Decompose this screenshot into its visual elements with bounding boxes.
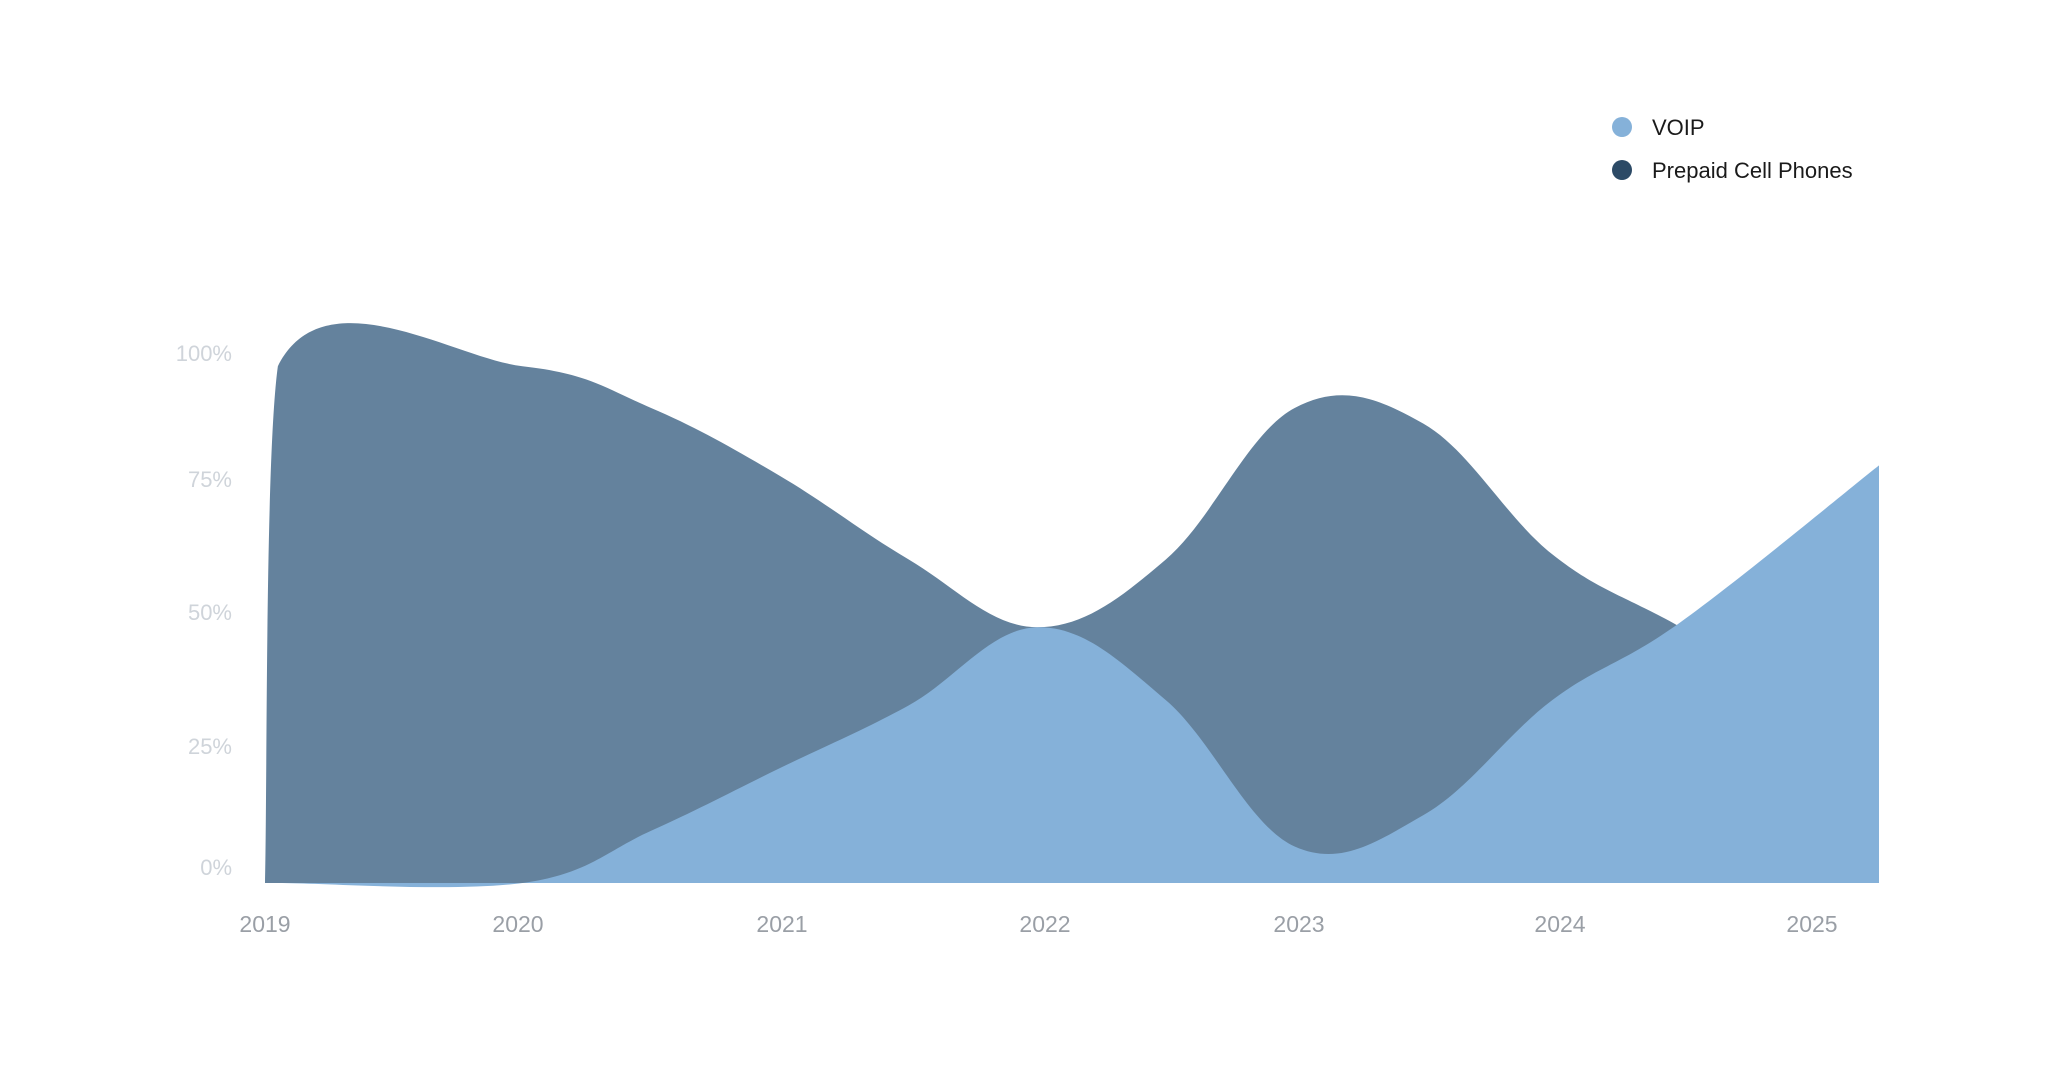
y-axis: 100% 75% 50% 25% 0% <box>176 341 232 880</box>
x-tick-label: 2022 <box>1019 911 1070 937</box>
y-tick-label: 0% <box>200 855 232 880</box>
y-tick-label: 50% <box>188 600 232 625</box>
area-series-prepaid-cell-phones <box>265 323 1879 883</box>
x-tick-label: 2023 <box>1273 911 1324 937</box>
x-tick-label: 2019 <box>239 911 290 937</box>
legend: VOIP Prepaid Cell Phones <box>1612 115 1853 183</box>
x-tick-label: 2024 <box>1534 911 1585 937</box>
legend-label-prepaid-cell-phones: Prepaid Cell Phones <box>1652 158 1853 183</box>
x-axis: 2019 2020 2021 2022 2023 2024 2025 <box>239 911 1837 937</box>
x-tick-label: 2025 <box>1786 911 1837 937</box>
legend-swatch-prepaid-cell-phones <box>1612 160 1632 180</box>
y-tick-label: 75% <box>188 467 232 492</box>
area-series-voip <box>265 465 1879 888</box>
y-tick-label: 25% <box>188 734 232 759</box>
legend-item-prepaid-cell-phones[interactable]: Prepaid Cell Phones <box>1612 158 1853 183</box>
x-tick-label: 2021 <box>756 911 807 937</box>
legend-label-voip: VOIP <box>1652 115 1705 140</box>
y-tick-label: 100% <box>176 341 232 366</box>
legend-item-voip[interactable]: VOIP <box>1612 115 1705 140</box>
x-tick-label: 2020 <box>492 911 543 937</box>
plot-areas <box>265 323 1879 888</box>
legend-swatch-voip <box>1612 117 1632 137</box>
